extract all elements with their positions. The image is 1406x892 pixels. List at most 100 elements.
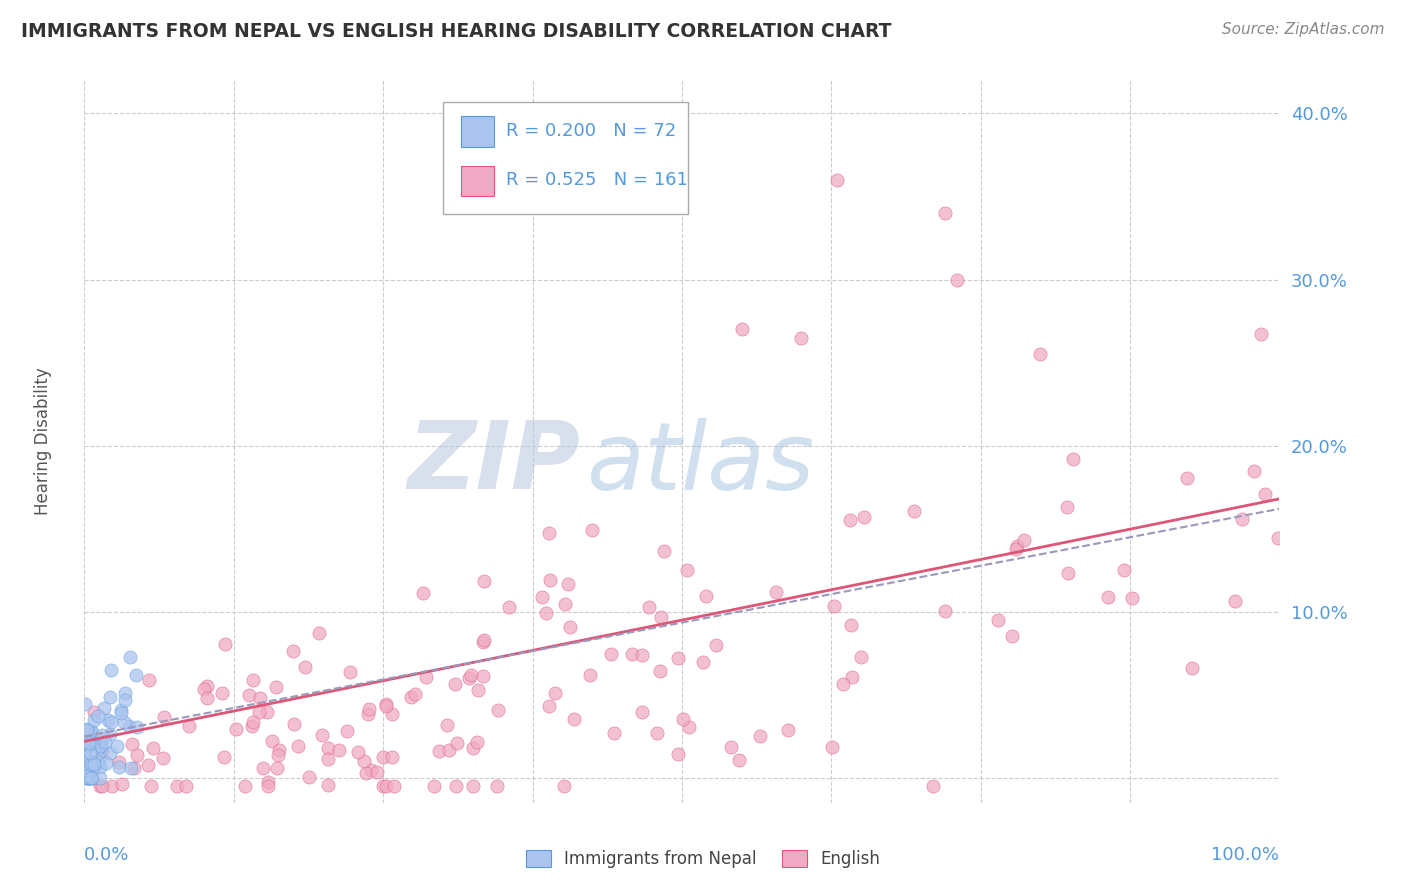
- Point: [650, 665, 672, 679]
- Point: [1232, 511, 1254, 525]
- Point: [75, 771, 97, 785]
- Point: [94, 734, 117, 748]
- Point: [692, 655, 714, 669]
- Bar: [461, 166, 495, 196]
- Point: [77, 736, 100, 750]
- Point: [166, 779, 188, 793]
- Point: [238, 688, 260, 702]
- Point: [645, 726, 668, 740]
- Point: [461, 779, 484, 793]
- Point: [838, 513, 860, 527]
- Point: [225, 723, 247, 737]
- Point: [318, 741, 340, 756]
- Point: [110, 702, 132, 716]
- Point: [242, 673, 264, 688]
- Point: [600, 647, 623, 661]
- Point: [1267, 531, 1289, 545]
- Point: [444, 677, 467, 691]
- Point: [620, 648, 643, 662]
- Point: [560, 619, 582, 633]
- Point: [152, 710, 174, 724]
- Point: [849, 649, 872, 664]
- Point: [83, 757, 105, 772]
- Point: [80, 724, 103, 739]
- Point: [76, 732, 98, 747]
- Point: [97, 713, 120, 727]
- Point: [353, 755, 375, 769]
- Legend: Immigrants from Nepal, English: Immigrants from Nepal, English: [519, 843, 887, 875]
- Point: [80, 756, 103, 770]
- Point: [631, 705, 654, 719]
- Point: [77, 726, 100, 740]
- Point: [110, 706, 132, 721]
- Point: [264, 681, 287, 695]
- Point: [820, 739, 842, 754]
- Point: [76, 763, 98, 777]
- Point: [308, 626, 330, 640]
- Point: [553, 779, 575, 793]
- Point: [1057, 566, 1080, 581]
- Point: [266, 747, 288, 762]
- Point: [111, 777, 134, 791]
- Point: [98, 747, 121, 761]
- Point: [366, 765, 388, 780]
- Text: 0.0%: 0.0%: [84, 847, 129, 864]
- Point: [543, 686, 565, 700]
- Point: [316, 778, 339, 792]
- Point: [436, 717, 458, 731]
- Point: [427, 744, 450, 758]
- Point: [1062, 452, 1084, 467]
- Point: [80, 754, 103, 768]
- Point: [934, 206, 956, 220]
- Point: [114, 686, 136, 700]
- Point: [256, 705, 278, 719]
- Point: [852, 509, 875, 524]
- Point: [357, 701, 380, 715]
- Point: [458, 671, 481, 685]
- Point: [75, 735, 97, 749]
- Point: [90, 729, 112, 743]
- Point: [112, 714, 135, 729]
- Point: [80, 771, 103, 785]
- Point: [84, 756, 107, 770]
- Point: [437, 743, 460, 757]
- Point: [765, 585, 787, 599]
- Point: [90, 779, 112, 793]
- FancyBboxPatch shape: [443, 102, 688, 214]
- Point: [841, 618, 863, 632]
- Text: atlas: atlas: [586, 417, 814, 508]
- Point: [193, 682, 215, 697]
- Point: [76, 769, 98, 783]
- Point: [100, 715, 122, 730]
- Point: [603, 726, 626, 740]
- Point: [749, 729, 772, 743]
- Point: [461, 740, 484, 755]
- Point: [486, 703, 509, 717]
- Point: [666, 747, 689, 762]
- Point: [472, 669, 495, 683]
- Point: [212, 749, 235, 764]
- Point: [831, 677, 853, 691]
- Point: [401, 690, 423, 704]
- Point: [281, 644, 304, 658]
- Point: [79, 746, 101, 760]
- Text: Source: ZipAtlas.com: Source: ZipAtlas.com: [1222, 22, 1385, 37]
- Point: [76, 771, 98, 785]
- Point: [138, 673, 160, 687]
- Point: [91, 744, 114, 758]
- Point: [579, 668, 602, 682]
- Point: [472, 574, 495, 588]
- Point: [75, 750, 97, 764]
- Point: [444, 779, 467, 793]
- Point: [83, 736, 105, 750]
- Point: [1005, 541, 1028, 556]
- Point: [728, 753, 751, 767]
- Point: [139, 779, 162, 793]
- Point: [987, 614, 1010, 628]
- Point: [262, 733, 284, 747]
- Point: [93, 701, 115, 715]
- Point: [381, 706, 404, 721]
- Point: [381, 750, 404, 764]
- Point: [195, 690, 218, 705]
- Point: [90, 731, 112, 746]
